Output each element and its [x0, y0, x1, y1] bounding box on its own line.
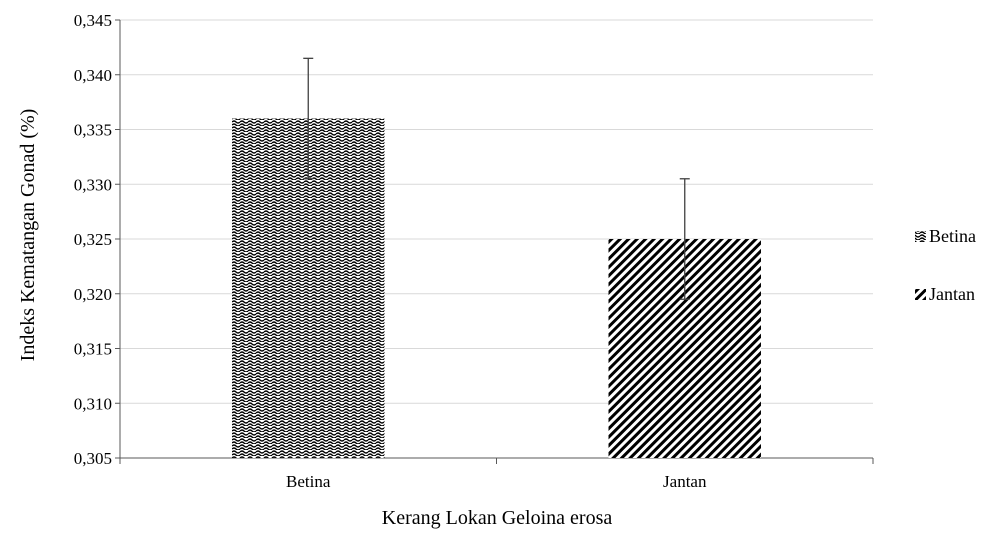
y-tick-label: 0,330 [74, 175, 112, 194]
y-tick-label: 0,315 [74, 340, 112, 359]
y-tick-label: 0,340 [74, 66, 112, 85]
y-tick-label: 0,310 [74, 394, 112, 413]
y-axis-title: Indeks Kematangan Gonad (%) [17, 109, 39, 362]
x-tick-label: Jantan [663, 472, 707, 491]
legend-label-jantan: Jantan [929, 284, 975, 304]
y-tick-label: 0,325 [74, 230, 112, 249]
x-tick-label: Betina [286, 472, 331, 491]
legend-swatch-jantan [915, 289, 926, 300]
y-tick-label: 0,320 [74, 285, 112, 304]
bars [232, 57, 761, 459]
y-tick-label: 0,345 [74, 11, 112, 30]
axis-labels: 0,305 0,310 0,315 0,320 0,325 0,330 0,335 0,340… [74, 11, 707, 491]
legend-swatch-betina [915, 231, 926, 242]
x-axis-title: Kerang Lokan Geloina erosa [382, 507, 613, 529]
y-tick-label: 0,335 [74, 121, 112, 140]
legend-label-betina: Betina [929, 226, 976, 246]
y-tick-label: 0,305 [74, 449, 112, 468]
legend: Betina Jantan [915, 226, 976, 304]
